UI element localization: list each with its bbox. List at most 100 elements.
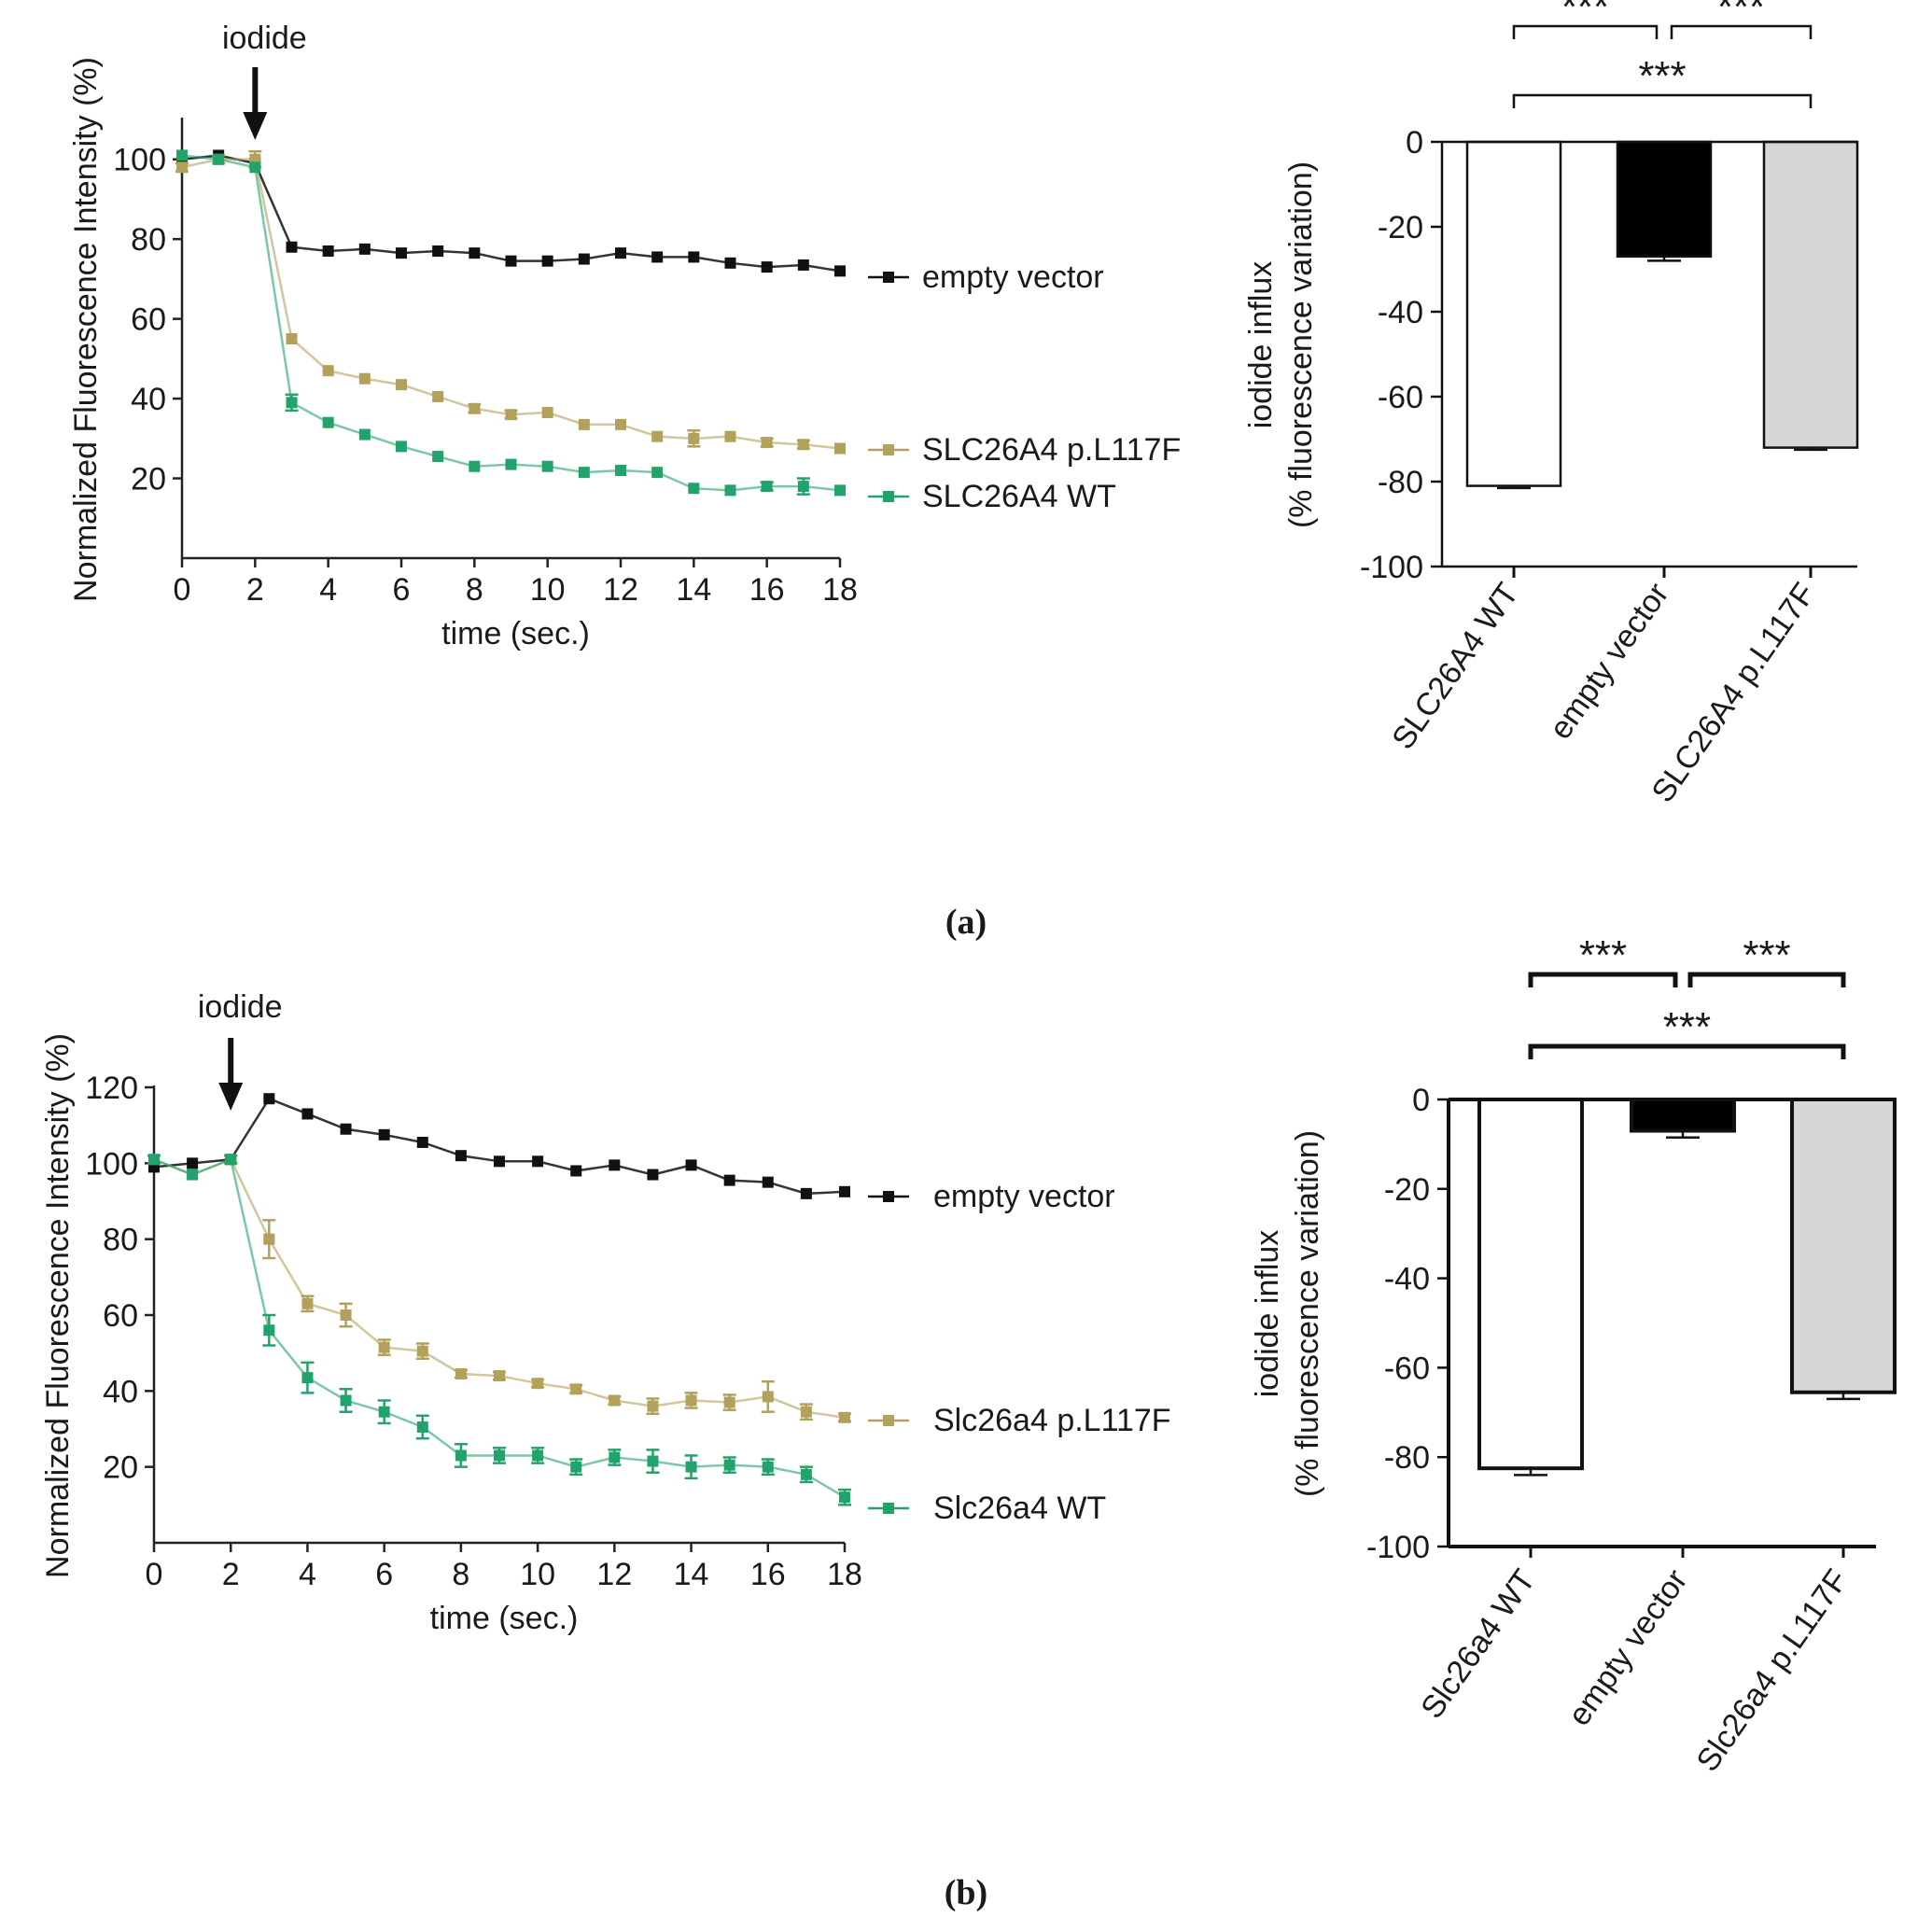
y-tick-label: 80 [103,1223,138,1258]
data-point [723,1174,735,1186]
legend-label: Slc26a4 p.L117F [933,1403,1171,1438]
line-chart: 0 2 4 6 8 10 12 14 16 18 20 40 60 80 100 120 time (sec.)… [40,989,1171,1636]
data-point [358,372,371,385]
data-point [455,1150,467,1162]
data-point [800,1406,812,1418]
data-point [286,241,298,253]
x-tick-label: 14 [674,1557,709,1592]
significance-label: *** [1638,53,1686,99]
data-point [505,255,517,267]
data-point [322,245,334,257]
series-1: empty vector [148,1093,1115,1214]
line-chart: 0 2 4 6 8 10 12 14 16 18 20 40 60 80 100 time (sec.) Nor… [68,21,1181,651]
data-point [761,261,773,273]
category-label: SLC26A4 WT [1385,577,1525,756]
data-point [432,390,444,402]
data-point [615,465,626,476]
series-1: empty vector [176,149,1104,295]
data-point [494,1370,505,1382]
y-tick-label: 120 [85,1071,138,1106]
panel-label-b: (b) [945,1873,987,1912]
data-point [176,161,188,174]
x-tick-label: 2 [222,1557,240,1592]
significance-bracket: *** [1670,0,1813,39]
x-tick-label: 0 [146,1557,163,1592]
panel-a: 0 2 4 6 8 10 12 14 16 18 20 40 60 80 100 time (sec.) Nor… [68,0,1859,809]
x-tick-label: 18 [827,1557,862,1592]
category-label: empty vector [1561,1563,1695,1732]
data-point [469,247,481,259]
data-point [148,1154,160,1166]
series-line [153,1157,846,1499]
data-point [834,442,846,455]
bar-y-tick-label: 0 [1406,125,1423,161]
data-point [263,1093,275,1105]
data-point [615,418,626,430]
legend-label: SLC26A4 WT [922,479,1116,514]
data-point [396,247,407,259]
data-point [505,409,517,421]
bar-y-axis-label: iodide influx [1243,261,1279,429]
data-point [688,432,700,444]
x-tick-label: 8 [452,1557,469,1592]
x-tick-label: 10 [520,1557,555,1592]
data-point [494,1449,505,1462]
category-label: Slc26a4 WT [1414,1563,1542,1725]
bracket-line [1512,24,1659,39]
significance-label: *** [1561,0,1609,30]
data-point [416,1136,428,1148]
legend-marker [883,1503,894,1514]
series-line [181,154,841,492]
data-point [609,1159,621,1171]
data-point [378,1406,390,1418]
legend-marker [883,1191,894,1202]
data-point [340,1394,352,1407]
data-point [609,1451,621,1463]
category-label: Slc26a4 p.L117F [1689,1563,1855,1778]
bar-y-tick-label: -80 [1384,1440,1430,1476]
x-tick-label: 4 [299,1557,316,1592]
data-point [800,1187,812,1199]
y-tick-label: 40 [103,1374,138,1409]
data-point [396,379,407,391]
data-point [322,365,334,377]
data-point [469,402,481,414]
x-tick-label: 2 [246,572,264,608]
data-point [578,418,590,430]
category-label: SLC26A4 p.L117F [1645,577,1822,809]
data-point [187,1169,199,1181]
data-point [263,1324,275,1337]
data-point [432,245,444,257]
bracket-line [1528,972,1678,987]
bar [1465,140,1562,487]
bar [1630,1098,1736,1133]
series-3: Slc26a4 WT [147,1154,1106,1526]
legend-marker [883,272,894,283]
data-point [301,1372,314,1384]
y-tick-label: 60 [131,302,166,338]
category-label: empty vector [1543,577,1676,746]
series-line [181,154,841,273]
data-point [396,441,407,453]
bar-y-axis-label-2: (% fluorescence variation) [1290,1130,1325,1497]
bar-y-tick-label: -100 [1360,550,1423,585]
bracket-line [1512,93,1813,108]
data-point [578,467,590,479]
bar-y-tick-label: 0 [1412,1083,1430,1118]
data-point [724,257,736,269]
data-point [340,1309,352,1321]
data-point [800,1468,812,1480]
legend-label: SLC26A4 p.L117F [922,432,1181,468]
data-point [301,1108,314,1120]
y-tick-label: 20 [131,462,166,497]
significance-label: *** [1663,1004,1711,1050]
data-point [578,253,590,265]
bar-y-tick-label: -40 [1378,295,1423,330]
legend-label: empty vector [933,1179,1115,1214]
data-point [455,1449,467,1462]
bar [1790,1098,1897,1394]
data-point [834,265,846,277]
bar-y-tick-label: -60 [1378,380,1423,415]
data-point [723,1396,735,1408]
